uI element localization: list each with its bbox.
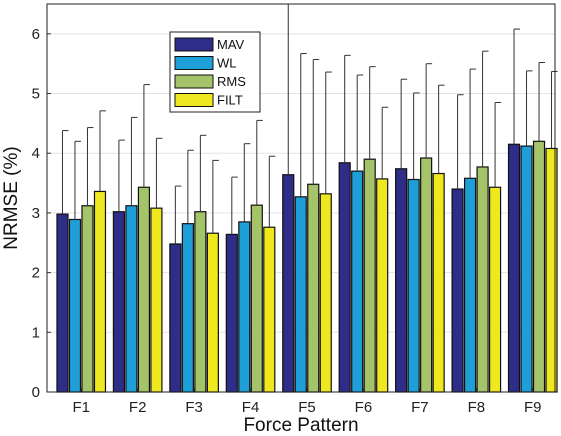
bar-rms-f6 xyxy=(363,158,376,393)
bar-mav-f7 xyxy=(395,168,408,393)
y-tick-label: 2 xyxy=(32,265,40,282)
bar-mav-f8 xyxy=(451,188,464,393)
x-tick-label: F2 xyxy=(129,399,147,416)
bar-mav-f2 xyxy=(112,211,126,393)
legend-label-rms: RMS xyxy=(217,74,246,89)
bar-wl-f3 xyxy=(181,223,194,393)
bars xyxy=(56,140,558,393)
x-tick-label: F9 xyxy=(524,399,542,416)
bar-mav-f9 xyxy=(507,143,521,393)
legend-label-filt: FILT xyxy=(217,93,243,108)
bar-wl-f7 xyxy=(407,178,420,393)
y-tick-label: 1 xyxy=(32,324,40,341)
legend-swatch-mav xyxy=(174,37,214,52)
axes xyxy=(46,3,556,393)
x-axis-label: Force Pattern xyxy=(243,415,358,436)
bar-wl-f9 xyxy=(520,145,533,393)
x-tick-label: F6 xyxy=(355,399,373,416)
x-tick-label: F5 xyxy=(298,399,316,416)
bar-rms-f5 xyxy=(307,183,320,393)
bar-rms-f9 xyxy=(532,140,546,393)
bar-mav-f5 xyxy=(282,174,295,393)
y-tick-label: 5 xyxy=(32,86,40,103)
legend-label-mav: MAV xyxy=(217,37,245,52)
y-tick-label: 0 xyxy=(32,384,40,401)
x-tick-label: F7 xyxy=(411,399,429,416)
legend-swatch-rms xyxy=(174,74,214,89)
x-tick-label: F8 xyxy=(468,399,486,416)
bar-rms-f2 xyxy=(137,186,151,393)
bar-wl-f4 xyxy=(238,221,251,393)
bar-rms-f3 xyxy=(194,211,207,393)
bar-filt-f7 xyxy=(432,172,445,393)
bar-rms-f8 xyxy=(476,166,489,393)
bar-filt-f4 xyxy=(263,226,276,393)
bar-wl-f6 xyxy=(351,170,364,393)
bar-wl-f8 xyxy=(463,177,477,393)
legend-label-wl: WL xyxy=(217,56,237,71)
legend: MAV WL RMS FILT xyxy=(169,31,261,113)
bar-rms-f4 xyxy=(250,204,263,393)
bar-mav-f4 xyxy=(225,233,238,393)
x-tick-label: F4 xyxy=(242,399,260,416)
legend-swatch-filt xyxy=(174,93,214,107)
y-tick-label: 3 xyxy=(32,205,40,222)
error-bars xyxy=(61,4,558,244)
y-tick-label: 6 xyxy=(32,26,40,43)
bar-rms-f7 xyxy=(420,157,433,393)
bar-wl-f2 xyxy=(125,205,138,393)
bar-filt-f1 xyxy=(93,190,107,393)
y-axis-label: NRMSE (%) xyxy=(1,146,22,249)
plot-frame xyxy=(46,3,556,393)
bar-rms-f1 xyxy=(81,205,94,393)
bar-wl-f1 xyxy=(68,218,82,393)
bar-filt-f2 xyxy=(150,207,163,393)
bar-mav-f6 xyxy=(338,162,351,393)
bar-filt-f8 xyxy=(488,186,502,393)
legend-swatch-wl xyxy=(174,56,214,70)
bar-mav-f1 xyxy=(56,213,69,393)
bar-filt-f3 xyxy=(206,232,219,393)
y-tick-label: 4 xyxy=(32,145,40,162)
tick-labels: 0 1 2 3 4 5 6 F1 F2 F3 F4 F5 F6 F7 F8 F9 xyxy=(32,26,542,416)
bar-filt-f6 xyxy=(376,178,389,393)
x-tick-label: F3 xyxy=(185,399,203,416)
bar-filt-f5 xyxy=(319,193,332,393)
bar-wl-f5 xyxy=(294,196,307,393)
bar-mav-f3 xyxy=(169,243,182,393)
x-tick-label: F1 xyxy=(72,399,90,416)
